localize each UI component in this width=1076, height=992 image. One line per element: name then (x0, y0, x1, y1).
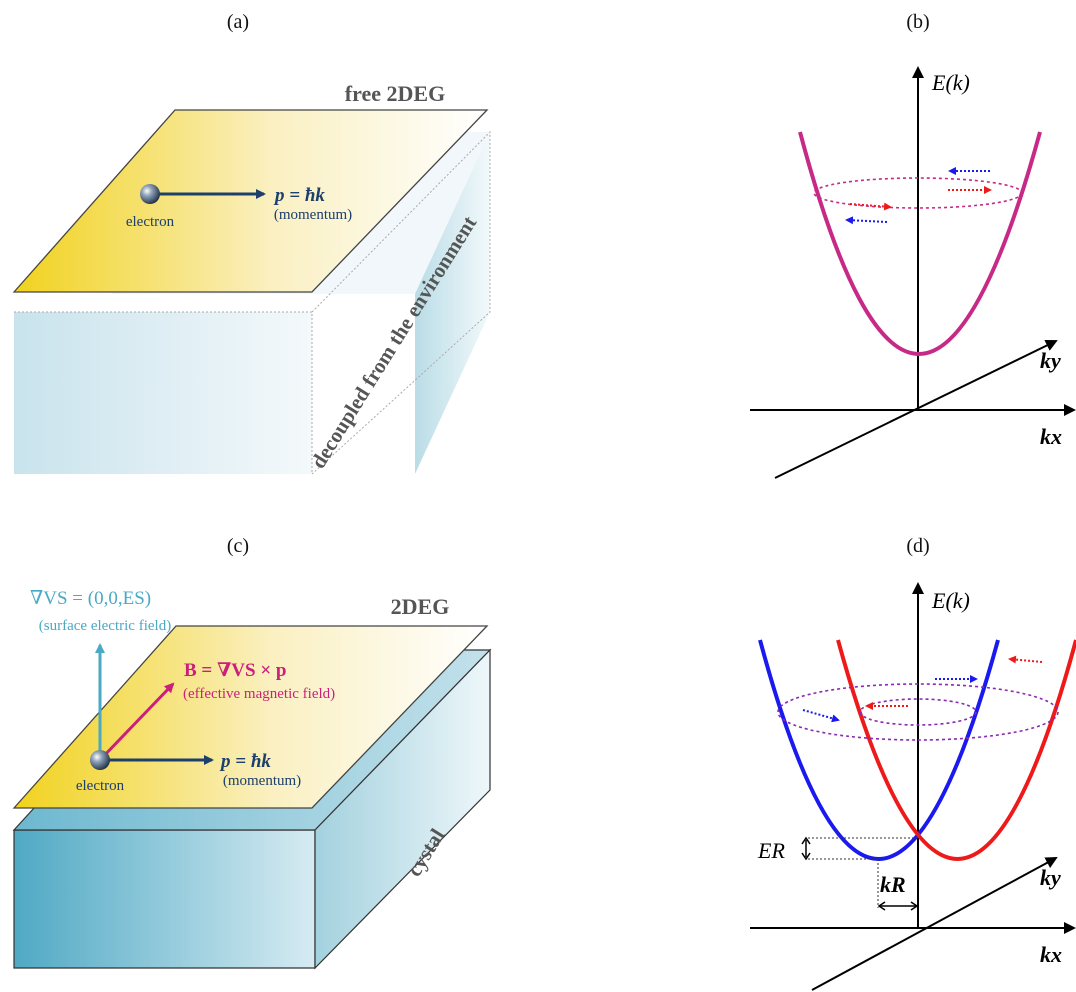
b-note: (effective magnetic field) (183, 686, 335, 702)
spin-arrow-b3 (849, 202, 892, 211)
ky-axis-b (774, 339, 1058, 479)
dispersion-parabola-blue (758, 639, 1000, 861)
panel-b: (b) E(k) ky kx (750, 11, 1076, 479)
dispersion-parabola-red (836, 639, 1076, 861)
momentum-eq-c: p = ħk (219, 751, 271, 772)
panel-a: (a) free 2DEG electron p = ħk (momentum)… (12, 11, 491, 475)
substrate-side-a (415, 132, 490, 474)
dispersion-parabola-b (798, 131, 1042, 356)
spin-arrow-d1 (1008, 655, 1043, 664)
kx-label-b: kx (1040, 424, 1062, 449)
spin-arrow-b4 (845, 216, 888, 225)
fermi-contour-b (813, 177, 1023, 209)
spin-arrow-d4 (802, 709, 840, 723)
panel-c: (c) 2DEG electron ∇VS = (0,0,ES) (surfac… (12, 535, 492, 970)
panel-d: (d) ER kR E(k) ky kx (750, 535, 1076, 991)
electron-icon-c (90, 750, 110, 770)
ky-label-b: ky (1040, 348, 1061, 373)
title-2deg: 2DEG (391, 594, 450, 619)
fermi-contour-inner (859, 698, 977, 726)
crystal-front (13, 829, 316, 969)
kr-label: kR (880, 872, 906, 897)
electron-icon-a (140, 184, 160, 204)
panel-b-label: (b) (906, 11, 929, 33)
electron-label-a: electron (126, 214, 175, 230)
2deg-sheet-c (12, 625, 489, 809)
momentum-note-c: (momentum) (223, 773, 301, 789)
field-eq: ∇VS = (0,0,ES) (30, 588, 151, 609)
b-eq: B = ∇VS × p (184, 660, 287, 681)
ky-axis-d (811, 857, 1058, 991)
panel-a-label: (a) (227, 11, 249, 33)
crystal-side (314, 648, 491, 970)
substrate-front-a (14, 312, 312, 474)
kx-label-d: kx (1040, 942, 1062, 967)
energy-axis-label-b: E(k) (931, 70, 970, 95)
momentum-eq-a: p = ħk (273, 185, 325, 206)
electron-label-c: electron (76, 778, 125, 794)
energy-axis-label-d: E(k) (931, 588, 970, 613)
panel-c-label: (c) (227, 535, 249, 557)
er-label: ER (757, 838, 785, 863)
2deg-sheet-a (12, 109, 489, 293)
title-free-2deg: free 2DEG (345, 81, 445, 106)
field-note: (surface electric field) (39, 618, 171, 634)
b-field-arrow (98, 682, 175, 762)
fermi-contour-outer (777, 683, 1059, 741)
panel-d-label: (d) (906, 535, 929, 557)
momentum-note-a: (momentum) (274, 207, 352, 223)
ky-label-d: ky (1040, 865, 1061, 890)
